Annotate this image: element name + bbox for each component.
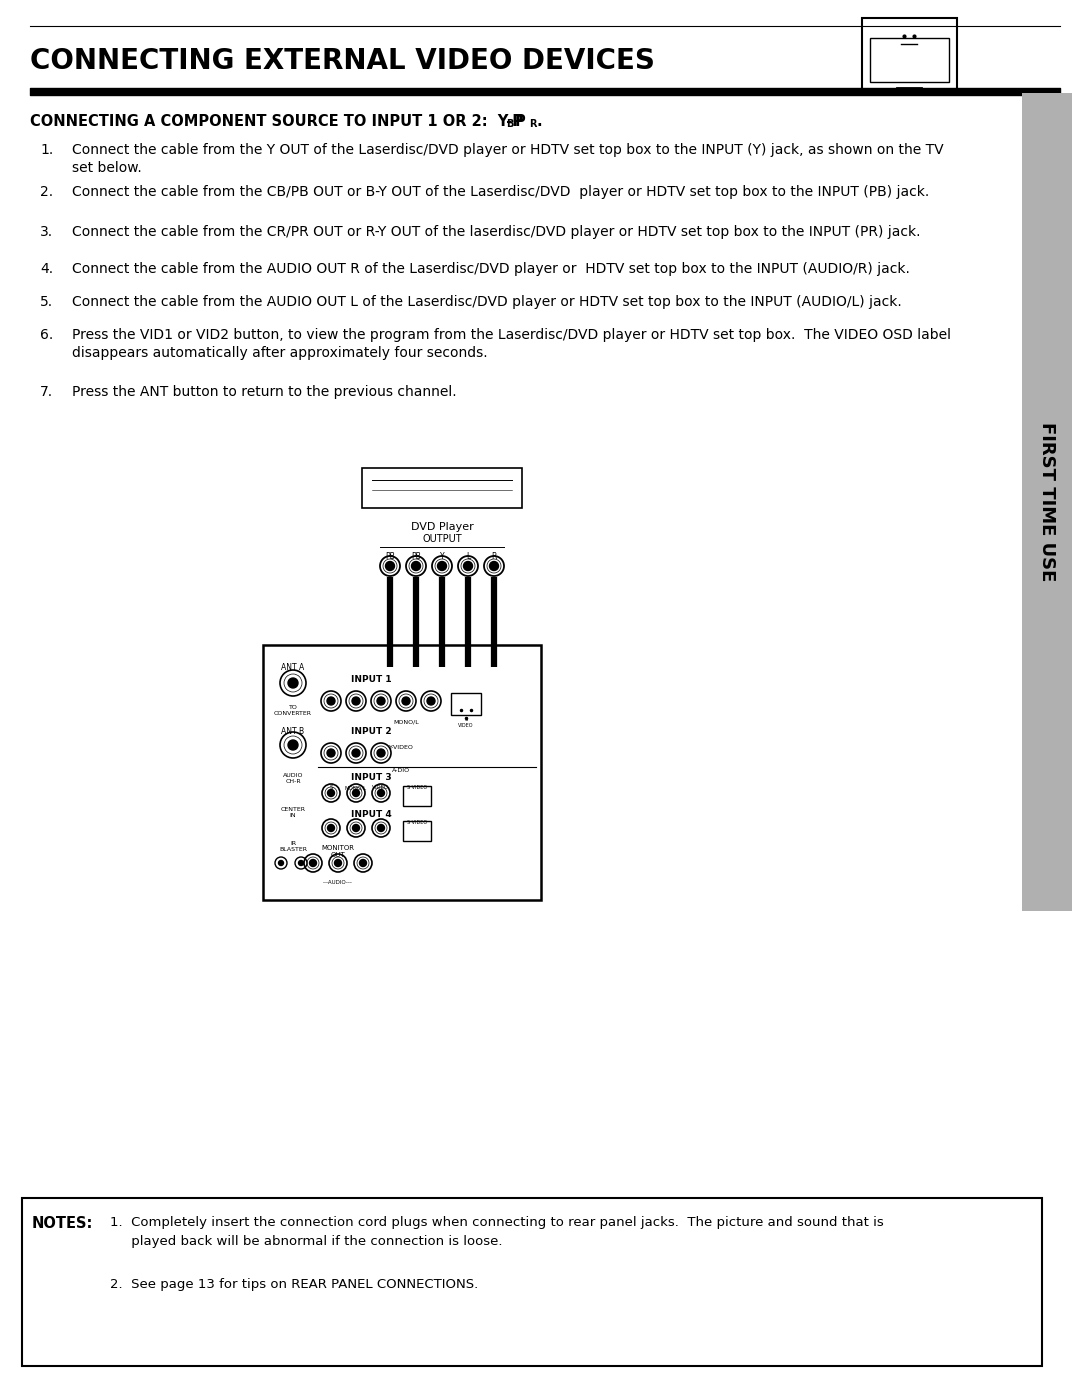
Bar bbox=[451, 693, 481, 715]
Circle shape bbox=[411, 562, 420, 570]
Circle shape bbox=[377, 749, 384, 757]
Text: CENTER
IN: CENTER IN bbox=[281, 807, 306, 817]
Circle shape bbox=[327, 824, 335, 831]
Text: A-DIO: A-DIO bbox=[392, 768, 410, 773]
Bar bbox=[862, 18, 957, 89]
Text: S: S bbox=[329, 785, 333, 789]
Text: 2.: 2. bbox=[40, 184, 53, 198]
Text: 1.  Completely insert the connection cord plugs when connecting to rear panel ja: 1. Completely insert the connection cord… bbox=[110, 1215, 883, 1248]
Text: PB: PB bbox=[411, 552, 421, 562]
Text: Connect the cable from the Y OUT of the Laserdisc/DVD player or HDTV set top box: Connect the cable from the Y OUT of the … bbox=[72, 142, 944, 176]
Circle shape bbox=[378, 824, 384, 831]
Text: NOTES:: NOTES: bbox=[32, 1215, 93, 1231]
Circle shape bbox=[352, 749, 360, 757]
Text: B: B bbox=[507, 119, 513, 129]
Text: ---AUDIO---: ---AUDIO--- bbox=[323, 880, 353, 886]
Text: 7.: 7. bbox=[40, 386, 53, 400]
Circle shape bbox=[279, 861, 283, 866]
Text: Y: Y bbox=[440, 552, 444, 562]
Text: S VIDEO: S VIDEO bbox=[407, 785, 427, 789]
Text: INPUT 3: INPUT 3 bbox=[351, 773, 391, 782]
Text: Connect the cable from the CR/PR OUT or R-Y OUT of the laserdisc/DVD player or H: Connect the cable from the CR/PR OUT or … bbox=[72, 225, 920, 239]
Circle shape bbox=[288, 740, 298, 750]
Text: DVD Player: DVD Player bbox=[410, 522, 473, 532]
Bar bbox=[403, 821, 431, 841]
Bar bbox=[1022, 94, 1072, 911]
Bar bbox=[264, 645, 541, 900]
Circle shape bbox=[427, 697, 435, 705]
Text: OUTPUT: OUTPUT bbox=[422, 534, 462, 543]
Text: Connect the cable from the AUDIO OUT L of the Laserdisc/DVD player or HDTV set t: Connect the cable from the AUDIO OUT L o… bbox=[72, 295, 902, 309]
Text: Connect the cable from the AUDIO OUT R of the Laserdisc/DVD player or  HDTV set : Connect the cable from the AUDIO OUT R o… bbox=[72, 263, 909, 277]
Text: ANT A: ANT A bbox=[282, 664, 305, 672]
Circle shape bbox=[352, 824, 360, 831]
Circle shape bbox=[489, 562, 499, 570]
Circle shape bbox=[335, 859, 341, 866]
Circle shape bbox=[352, 697, 360, 705]
Text: MONITOR
OUT: MONITOR OUT bbox=[322, 845, 354, 858]
Circle shape bbox=[377, 697, 384, 705]
Circle shape bbox=[378, 789, 384, 796]
Text: R: R bbox=[491, 552, 497, 562]
Circle shape bbox=[437, 562, 446, 570]
Text: 1.: 1. bbox=[40, 142, 53, 156]
Text: ANT B: ANT B bbox=[282, 726, 305, 736]
Text: INPUT 4: INPUT 4 bbox=[351, 810, 391, 819]
Text: R: R bbox=[529, 119, 537, 129]
Text: 3.: 3. bbox=[40, 225, 53, 239]
Text: 6.: 6. bbox=[40, 328, 53, 342]
Text: TO
CONVERTER: TO CONVERTER bbox=[274, 705, 312, 717]
Text: AUDIO
CH-R: AUDIO CH-R bbox=[283, 773, 303, 784]
Text: Press the ANT button to return to the previous channel.: Press the ANT button to return to the pr… bbox=[72, 386, 457, 400]
Text: S VIDEO: S VIDEO bbox=[407, 820, 427, 826]
Circle shape bbox=[327, 697, 335, 705]
Text: PB: PB bbox=[386, 552, 395, 562]
Text: 4.: 4. bbox=[40, 263, 53, 277]
Text: Y-VIDEO: Y-VIDEO bbox=[389, 745, 414, 750]
Text: CONNECTING EXTERNAL VIDEO DEVICES: CONNECTING EXTERNAL VIDEO DEVICES bbox=[30, 47, 654, 75]
Text: Press the VID1 or VID2 button, to view the program from the Laserdisc/DVD player: Press the VID1 or VID2 button, to view t… bbox=[72, 328, 951, 360]
Bar bbox=[22, 1199, 1042, 1366]
Text: IR
BLASTER: IR BLASTER bbox=[279, 841, 307, 852]
Bar bbox=[403, 787, 431, 806]
Text: P: P bbox=[515, 115, 526, 129]
Text: VIDEO: VIDEO bbox=[373, 785, 390, 789]
Circle shape bbox=[327, 749, 335, 757]
Text: MONO/L: MONO/L bbox=[345, 785, 367, 789]
Circle shape bbox=[288, 678, 298, 687]
Circle shape bbox=[360, 859, 366, 866]
Circle shape bbox=[386, 562, 394, 570]
Bar bbox=[870, 38, 949, 82]
Text: 5.: 5. bbox=[40, 295, 53, 309]
Text: Connect the cable from the CB/PB OUT or B-Y OUT of the Laserdisc/DVD  player or : Connect the cable from the CB/PB OUT or … bbox=[72, 184, 929, 198]
Circle shape bbox=[298, 861, 303, 866]
Text: FIRST TIME USE: FIRST TIME USE bbox=[1038, 422, 1056, 581]
Circle shape bbox=[463, 562, 473, 570]
Text: .: . bbox=[537, 115, 542, 129]
Circle shape bbox=[310, 859, 316, 866]
Text: CONNECTING A COMPONENT SOURCE TO INPUT 1 OR 2:  Y-P: CONNECTING A COMPONENT SOURCE TO INPUT 1… bbox=[30, 115, 523, 129]
Text: INPUT 2: INPUT 2 bbox=[351, 726, 391, 736]
Bar bbox=[362, 468, 522, 509]
Text: 2.  See page 13 for tips on REAR PANEL CONNECTIONS.: 2. See page 13 for tips on REAR PANEL CO… bbox=[110, 1278, 478, 1291]
Circle shape bbox=[402, 697, 410, 705]
Text: INPUT 1: INPUT 1 bbox=[351, 675, 391, 685]
Circle shape bbox=[327, 789, 335, 796]
Circle shape bbox=[352, 789, 360, 796]
Text: MONO/L: MONO/L bbox=[393, 719, 419, 724]
Text: S
VIDEO: S VIDEO bbox=[458, 717, 474, 728]
Text: L: L bbox=[465, 552, 470, 562]
